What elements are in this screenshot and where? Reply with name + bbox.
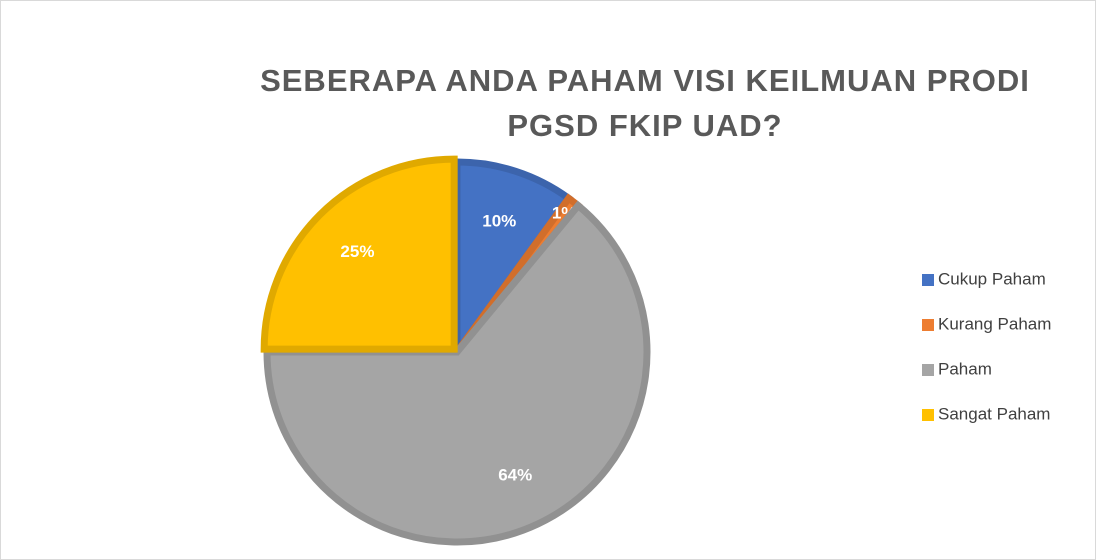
legend-swatch [922,364,934,376]
pie-slice [263,200,651,546]
legend-swatch [922,409,934,421]
legend-label: Cukup Paham [938,269,1046,288]
data-label: 64% [498,465,532,484]
pie-slice [260,155,458,353]
legend-label: Paham [938,359,992,378]
pie-slice [453,158,574,363]
legend-label: Kurang Paham [938,314,1051,333]
data-label: 25% [340,242,374,261]
legend-swatch [922,319,934,331]
legend-label: Sangat Paham [938,404,1050,423]
data-label: 10% [482,211,516,230]
legend-swatch [922,274,934,286]
chart-title: SEBERAPA ANDA PAHAM VISI KEILMUAN PRODI … [260,63,1030,143]
